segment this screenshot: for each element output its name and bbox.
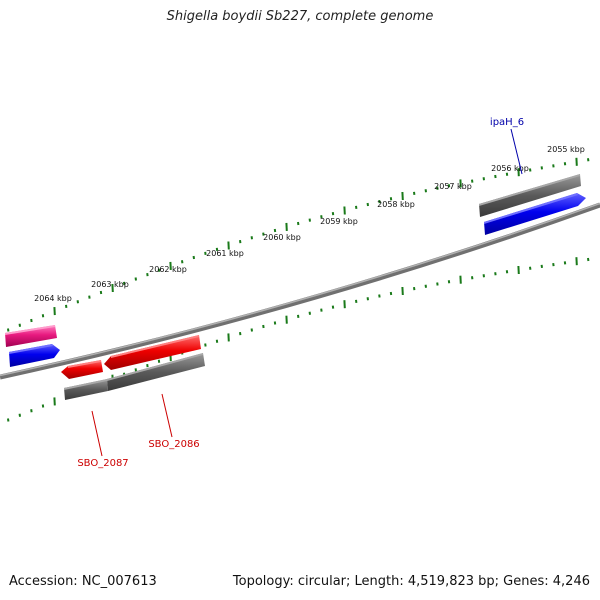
gene-blue-arrow-left[interactable] [9, 344, 60, 367]
kbp-label: 2064 kbp [34, 294, 72, 303]
genome-backbone-highlight [0, 202, 600, 377]
genome-backbone [0, 202, 600, 380]
gene-pink-left[interactable] [5, 325, 57, 347]
kbp-label: 2057 kbp [434, 182, 472, 191]
gene-label-ipaH_6[interactable]: ipaH_6 [490, 117, 524, 128]
gene-label-SBO_2086[interactable]: SBO_2086 [148, 439, 199, 450]
gene-SBO_2087-red-arrow[interactable] [61, 360, 103, 379]
gene-SBO_2086-gray[interactable] [107, 353, 205, 391]
kbp-label: 2056 kbp [491, 164, 529, 173]
gene-SBO_2087-gray[interactable] [64, 379, 108, 400]
kbp-label-group: 2064 kbp 2063 kbp 2062 kbp 2061 kbp 2060 kbp… [34, 145, 585, 303]
kbp-label: 2062 kbp [149, 265, 187, 274]
kbp-label: 2059 kbp [320, 217, 358, 226]
ipaH_6-leader-line [510, 128, 523, 175]
kbp-label: 2058 kbp [377, 200, 415, 209]
outer-tick-scale [7, 157, 590, 332]
genome-summary-text: Topology: circular; Length: 4,519,823 bp… [232, 574, 590, 589]
SBO_2087-leader-line [91, 410, 103, 457]
gene-ipaH_6-blue-arrow[interactable] [484, 193, 586, 235]
kbp-label: 2061 kbp [206, 249, 244, 258]
SBO_2086-leader-line [161, 393, 173, 438]
kbp-label: 2060 kbp [263, 233, 301, 242]
gene-label-SBO_2087[interactable]: SBO_2087 [77, 458, 128, 469]
kbp-label: 2063 kbp [91, 280, 129, 289]
map-title: Shigella boydii Sb227, complete genome [166, 9, 434, 24]
kbp-label: 2055 kbp [547, 145, 585, 154]
gene-ipaH_6-gray[interactable] [479, 174, 581, 217]
accession-text: Accession: NC_007613 [9, 574, 157, 589]
gene-SBO_2086-red-arrow[interactable] [104, 335, 201, 370]
